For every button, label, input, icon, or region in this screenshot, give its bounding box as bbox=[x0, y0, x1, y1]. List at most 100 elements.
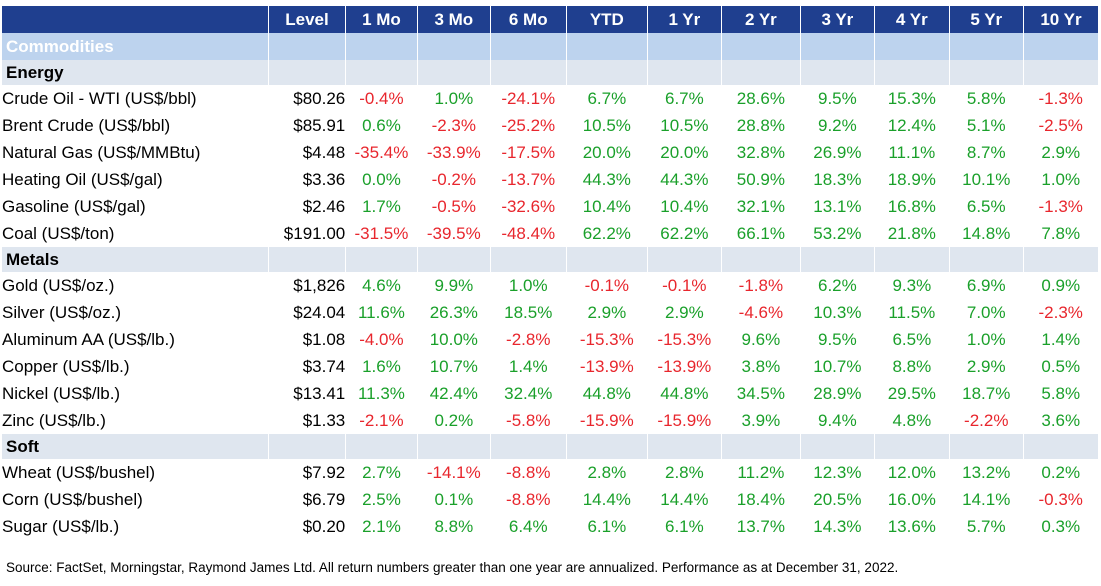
return-cell: 10.5% bbox=[660, 115, 709, 135]
return-cell: 14.4% bbox=[582, 489, 631, 509]
return-cell: -15.3% bbox=[657, 329, 712, 349]
return-cell: 1.0% bbox=[508, 275, 548, 295]
return-cell: 8.8% bbox=[892, 356, 932, 376]
return-cell: -2.5% bbox=[1038, 115, 1083, 135]
table-row: Sugar (US$/lb.) $0.20 2.1% 8.8% 6.4% 6.1% 6.1%… bbox=[2, 513, 1098, 540]
band-cell bbox=[799, 33, 875, 60]
level-cell: $2.46 bbox=[302, 196, 346, 216]
return-cell: -2.8% bbox=[506, 329, 551, 349]
return-cell: 3.8% bbox=[741, 356, 781, 376]
return-cell: 6.9% bbox=[966, 275, 1006, 295]
section-cell bbox=[874, 60, 950, 85]
section-cell bbox=[799, 60, 875, 85]
return-cell: 4.6% bbox=[362, 275, 401, 295]
return-cell: -8.8% bbox=[506, 462, 551, 482]
return-cell: -2.3% bbox=[431, 115, 477, 135]
commodity-name: Gasoline (US$/gal) bbox=[2, 196, 146, 216]
return-cell: -0.1% bbox=[662, 275, 707, 295]
return-cell: 13.7% bbox=[736, 516, 785, 536]
return-cell: 2.1% bbox=[362, 516, 401, 536]
return-cell: 13.1% bbox=[813, 196, 862, 216]
table-row: Silver (US$/oz.) $24.04 11.6% 26.3% 18.5% 2.9… bbox=[2, 299, 1098, 326]
section-cell bbox=[566, 247, 648, 272]
commodity-name: Brent Crude (US$/bbl) bbox=[2, 115, 171, 135]
column-header: 1 Yr bbox=[646, 6, 722, 33]
column-header: 1 Mo bbox=[344, 6, 418, 33]
return-cell: 16.8% bbox=[887, 196, 936, 216]
return-cell: -8.8% bbox=[506, 489, 551, 509]
section-cell bbox=[1022, 434, 1098, 459]
return-cell: 66.1% bbox=[736, 223, 785, 243]
return-cell: 32.8% bbox=[736, 142, 785, 162]
return-cell: 62.2% bbox=[660, 223, 709, 243]
section-cell bbox=[344, 60, 418, 85]
return-cell: -13.9% bbox=[657, 356, 712, 376]
column-header: 2 Yr bbox=[721, 6, 801, 33]
column-header: Level bbox=[268, 6, 346, 33]
return-cell: 14.4% bbox=[660, 489, 709, 509]
section-cell bbox=[948, 247, 1024, 272]
level-cell: $4.48 bbox=[302, 142, 346, 162]
commodity-name: Sugar (US$/lb.) bbox=[2, 516, 120, 536]
return-cell: 6.4% bbox=[508, 516, 548, 536]
return-cell: -5.8% bbox=[506, 410, 551, 430]
band-cell bbox=[566, 33, 648, 60]
return-cell: 50.9% bbox=[736, 169, 785, 189]
return-cell: 28.8% bbox=[736, 115, 785, 135]
return-cell: 26.9% bbox=[813, 142, 862, 162]
return-cell: 14.8% bbox=[962, 223, 1011, 243]
section-cell bbox=[566, 434, 648, 459]
return-cell: 20.5% bbox=[813, 489, 862, 509]
section-cell bbox=[646, 434, 722, 459]
return-cell: -32.6% bbox=[501, 196, 556, 216]
table-row: Gasoline (US$/gal) $2.46 1.7% -0.5% -32.6% 10… bbox=[2, 193, 1098, 220]
return-cell: 2.5% bbox=[362, 489, 401, 509]
commodity-name: Coal (US$/ton) bbox=[2, 223, 115, 243]
commodity-name: Heating Oil (US$/gal) bbox=[2, 169, 163, 189]
return-cell: 10.1% bbox=[962, 169, 1011, 189]
band-cell bbox=[721, 33, 801, 60]
level-cell: $13.41 bbox=[293, 383, 346, 403]
commodity-name: Wheat (US$/bushel) bbox=[2, 462, 156, 482]
return-cell: 1.6% bbox=[362, 356, 401, 376]
return-cell: 16.0% bbox=[887, 489, 936, 509]
table-row: Crude Oil - WTI (US$/bbl) $80.26 -0.4% 1.0%… bbox=[2, 85, 1098, 112]
return-cell: 21.8% bbox=[887, 223, 936, 243]
commodities-table: Level 1 Mo 3 Mo 6 Mo YTD 1 Yr 2 Yr 3 Yr 4 Yr 5 Yr… bbox=[2, 6, 1098, 540]
level-cell: $0.20 bbox=[302, 516, 346, 536]
return-cell: 10.4% bbox=[660, 196, 709, 216]
return-cell: 44.8% bbox=[660, 383, 709, 403]
return-cell: 0.6% bbox=[362, 115, 401, 135]
return-cell: 14.1% bbox=[962, 489, 1011, 509]
return-cell: 28.9% bbox=[813, 383, 862, 403]
header-empty bbox=[2, 6, 269, 33]
return-cell: 7.8% bbox=[1041, 223, 1081, 243]
commodity-name: Copper (US$/lb.) bbox=[2, 356, 130, 376]
commodity-name: Aluminum AA (US$/lb.) bbox=[2, 329, 175, 349]
return-cell: 1.4% bbox=[1041, 329, 1081, 349]
level-cell: $1.08 bbox=[302, 329, 346, 349]
return-cell: 6.1% bbox=[664, 516, 704, 536]
return-cell: 32.4% bbox=[504, 383, 553, 403]
level-cell: $3.36 bbox=[302, 169, 346, 189]
return-cell: 8.7% bbox=[966, 142, 1006, 162]
table-row: Aluminum AA (US$/lb.) $1.08 -4.0% 10.0% -2.8… bbox=[2, 326, 1098, 353]
section-cell bbox=[799, 434, 875, 459]
return-cell: 12.4% bbox=[887, 115, 936, 135]
section-title: Metals bbox=[2, 247, 269, 272]
return-cell: 12.0% bbox=[887, 462, 936, 482]
return-cell: 4.8% bbox=[892, 410, 932, 430]
return-cell: 1.0% bbox=[966, 329, 1006, 349]
return-cell: 13.2% bbox=[962, 462, 1011, 482]
return-cell: 44.3% bbox=[582, 169, 631, 189]
section-cell bbox=[948, 434, 1024, 459]
column-header: 5 Yr bbox=[948, 6, 1024, 33]
return-cell: -15.9% bbox=[579, 410, 634, 430]
return-cell: 44.3% bbox=[660, 169, 709, 189]
section-cell bbox=[1022, 247, 1098, 272]
table-row: Copper (US$/lb.) $3.74 1.6% 10.7% 1.4% -13.9%… bbox=[2, 353, 1098, 380]
column-header: 10 Yr bbox=[1022, 6, 1098, 33]
return-cell: 6.5% bbox=[966, 196, 1006, 216]
return-cell: -1.8% bbox=[738, 275, 784, 295]
